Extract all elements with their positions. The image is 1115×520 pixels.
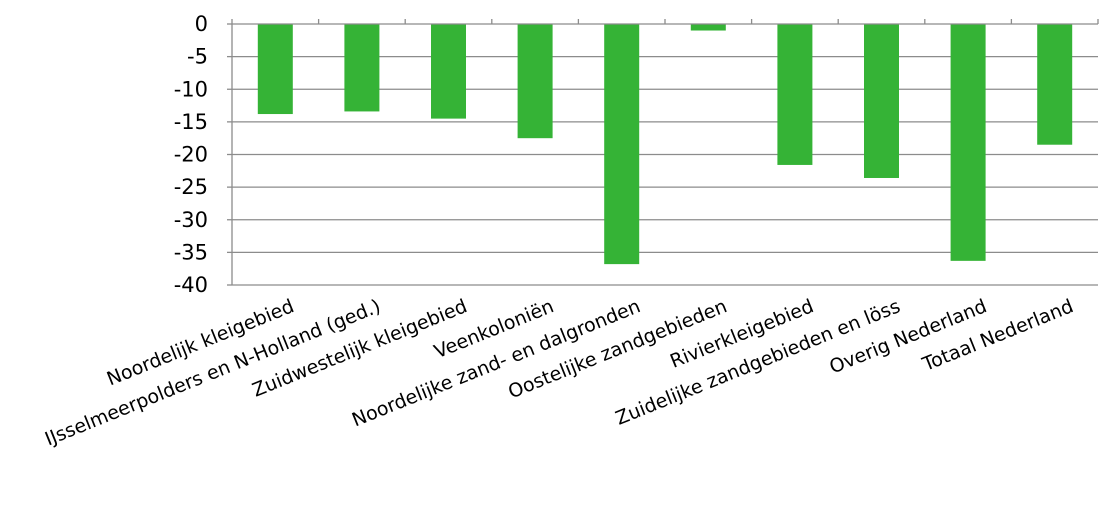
y-tick-label: -35 <box>174 240 208 264</box>
y-tick-label: -10 <box>174 77 208 101</box>
bar <box>517 24 553 139</box>
y-tick-label: -25 <box>174 175 208 199</box>
bar <box>777 24 813 165</box>
y-tick-label: -5 <box>187 45 208 69</box>
y-tick-label: -30 <box>174 208 208 232</box>
bar <box>690 24 726 31</box>
bar <box>431 24 466 119</box>
y-tick-label: -40 <box>174 273 208 297</box>
bars <box>257 24 1073 265</box>
y-axis-tick-labels: 0 -5 -10 -15 -20 -25 -30 -35 -40 <box>174 12 208 297</box>
x-category-label: IJsselmeerpolders en N-Holland (ged.) <box>42 295 384 450</box>
bar <box>257 24 293 115</box>
bar <box>1037 24 1073 145</box>
bar <box>864 24 899 178</box>
y-tick-label: -15 <box>174 110 208 134</box>
bar <box>344 24 380 112</box>
axes <box>227 19 1099 286</box>
bar <box>604 24 640 265</box>
y-tick-label: 0 <box>195 12 208 36</box>
y-tick-label: -20 <box>174 143 208 167</box>
bar <box>950 24 986 261</box>
x-category-label: Totaal Nederland <box>919 295 1077 376</box>
